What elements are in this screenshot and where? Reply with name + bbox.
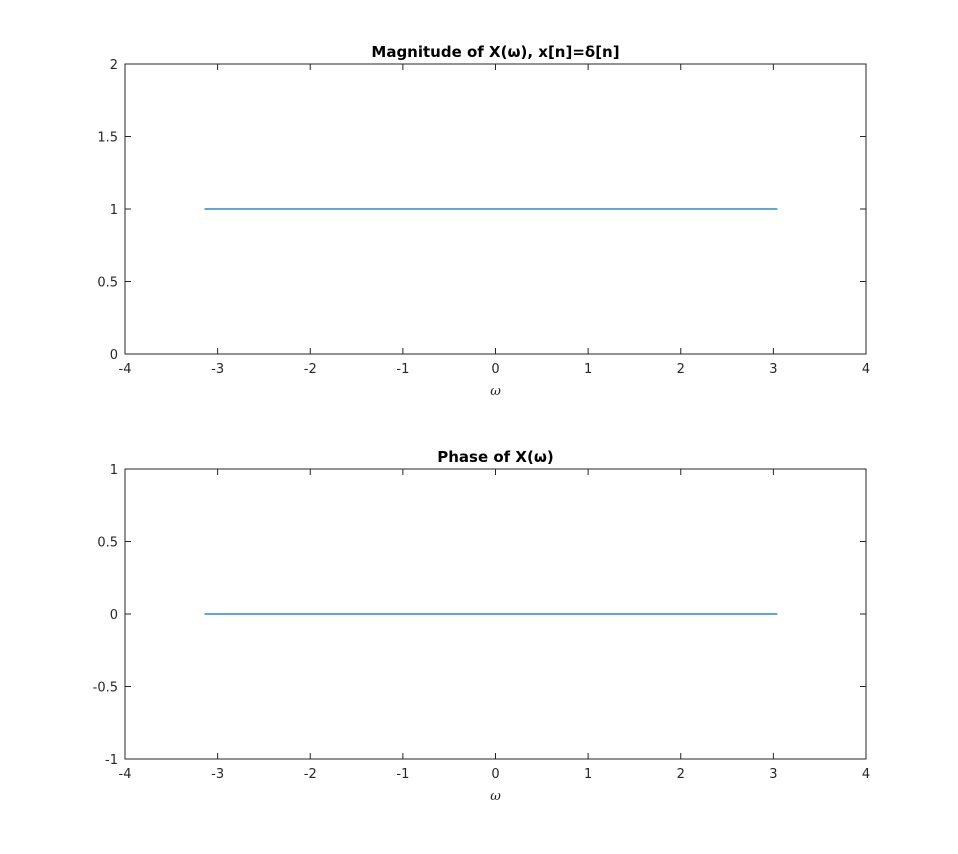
phase-x-tick-label: 0 — [491, 767, 499, 782]
phase-x-axis-label: ω — [490, 789, 501, 804]
phase-x-tick-label: -3 — [211, 767, 224, 782]
magnitude-x-tick-label: 1 — [584, 362, 592, 377]
phase-chart-title: Phase of X(ω) — [437, 448, 553, 466]
phase-x-tick-label: 2 — [677, 767, 685, 782]
phase-y-tick-label: 0 — [110, 608, 118, 623]
magnitude-chart: -4 -3 -2 -1 0 1 2 3 4 0 0.5 1 1.5 2 Magnitude of X(ω),… — [97, 43, 870, 399]
magnitude-chart-title: Magnitude of X(ω), x[n]=δ[n] — [371, 43, 619, 61]
phase-x-tick-label: -2 — [304, 767, 317, 782]
magnitude-x-tick-label: -2 — [304, 362, 317, 377]
magnitude-y-tick-label: 2 — [110, 58, 118, 73]
phase-x-tick-label: 3 — [769, 767, 777, 782]
magnitude-x-tick-label: -3 — [211, 362, 224, 377]
phase-y-tick-label: -1 — [105, 753, 118, 768]
magnitude-y-tick-label: 1 — [110, 203, 118, 218]
phase-x-tick-label: 4 — [862, 767, 870, 782]
magnitude-x-tick-label: 3 — [769, 362, 777, 377]
magnitude-x-tick-label: 4 — [862, 362, 870, 377]
magnitude-x-tick-label: 2 — [677, 362, 685, 377]
magnitude-x-tick-label: 0 — [491, 362, 499, 377]
phase-x-tick-label: -4 — [119, 767, 132, 782]
phase-y-tick-label: -0.5 — [93, 681, 118, 696]
magnitude-y-tick-label: 1.5 — [97, 131, 118, 146]
magnitude-x-tick-label: -1 — [396, 362, 409, 377]
phase-x-tick-label: -1 — [396, 767, 409, 782]
magnitude-y-tick-label: 0.5 — [97, 276, 118, 291]
magnitude-x-axis-label: ω — [490, 384, 501, 399]
phase-y-tick-label: 0.5 — [97, 536, 118, 551]
phase-chart: -4 -3 -2 -1 0 1 2 3 4 -1 -0.5 0 0.5 1 Phase of X(ω) ω — [93, 448, 871, 804]
phase-y-tick-label: 1 — [110, 463, 118, 478]
phase-x-tick-label: 1 — [584, 767, 592, 782]
magnitude-x-tick-label: -4 — [119, 362, 132, 377]
magnitude-y-tick-label: 0 — [110, 348, 118, 363]
